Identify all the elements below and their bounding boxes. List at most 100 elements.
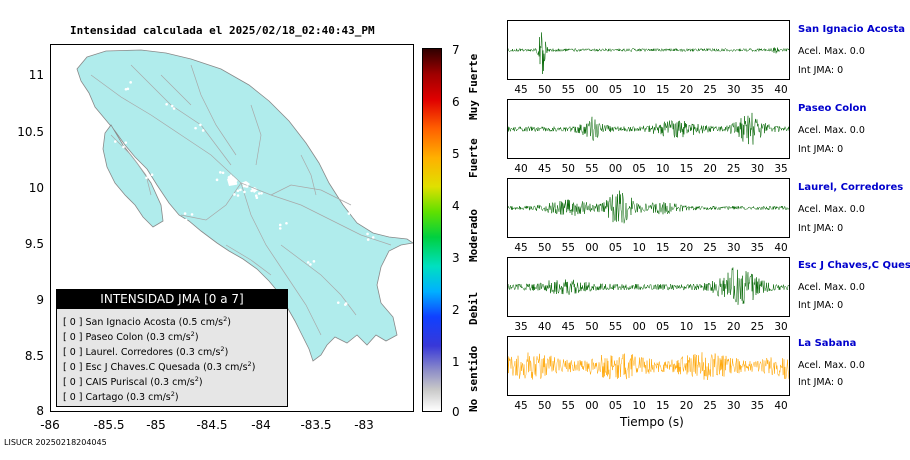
time-tick-label: 40	[774, 242, 788, 254]
time-tick-label: 55	[561, 84, 575, 96]
city-dot	[285, 221, 288, 225]
time-tick-label: 20	[703, 163, 717, 175]
city-dot	[183, 212, 187, 215]
time-tick-label: 35	[774, 163, 788, 175]
city-dot	[221, 171, 225, 175]
time-tick-label: 20	[679, 400, 694, 412]
time-tick-label: 10	[656, 163, 670, 175]
station-accel: Acel. Max. 0.0	[798, 204, 865, 215]
legend-header: INTENSIDAD JMA [0 a 7]	[57, 290, 287, 309]
city-dot	[239, 188, 242, 192]
road-network	[90, 64, 392, 336]
city-dot	[201, 129, 205, 132]
station-jma: Int JMA: 0	[798, 65, 844, 76]
trace-time-ticks: 45 50 55 00 05 10 15 20 25 30 35 40	[507, 84, 790, 98]
city-dots	[113, 81, 375, 306]
time-tick-label: 40	[514, 163, 528, 175]
time-tick-label: 10	[632, 400, 646, 412]
city-dot	[184, 218, 188, 222]
waveform-line	[508, 352, 789, 381]
time-tick-label: 30	[750, 163, 765, 175]
city-dot	[194, 126, 197, 130]
colorbar-category: Muy Fuerte	[467, 53, 480, 120]
time-tick-label: 00	[608, 163, 623, 175]
colorbar-category: No sentido	[467, 345, 480, 412]
intensity-legend: INTENSIDAD JMA [0 a 7] [ 0 ] San Ignacio…	[56, 289, 288, 407]
time-tick-label: 15	[679, 163, 694, 175]
trace-time-ticks: 45 50 55 00 05 10 15 20 25 30 35 40	[507, 242, 790, 256]
intensity-colorbar	[422, 48, 442, 412]
legend-item: [ 0 ] Cartago (0.3 cm/s2)	[63, 390, 179, 404]
station-jma: Int JMA: 0	[798, 377, 844, 388]
lon-tick: -85.5	[93, 418, 125, 432]
city-dot	[227, 176, 231, 179]
city-dot	[219, 171, 222, 174]
time-tick-label: 00	[585, 400, 599, 412]
time-tick-label: 55	[608, 321, 623, 333]
lon-tick: -86	[40, 418, 60, 432]
time-tick-label: 45	[514, 84, 528, 96]
time-tick-label: 35	[750, 84, 765, 96]
time-tick-label: 50	[561, 163, 575, 175]
city-dot	[145, 176, 148, 180]
colorbar-number: 2	[452, 303, 460, 317]
city-dot	[312, 260, 316, 263]
lon-tick: -83.5	[300, 418, 332, 432]
city-dot	[306, 261, 310, 264]
station-accel: Acel. Max. 0.0	[798, 360, 865, 371]
time-tick-label: 40	[774, 84, 788, 96]
time-tick-label: 25	[750, 321, 765, 333]
city-dot	[233, 193, 236, 196]
time-tick-label: 05	[608, 400, 623, 412]
costa-rica-map	[76, 49, 413, 362]
lon-tick: -83	[354, 418, 374, 432]
trace-panel	[507, 178, 790, 238]
legend-item: [ 0 ] San Ignacio Acosta (0.5 cm/s2)	[63, 315, 231, 329]
city-dot	[350, 208, 353, 212]
station-jma: Int JMA: 0	[798, 300, 844, 311]
station-name: Paseo Colon	[798, 103, 867, 114]
time-tick-label: 25	[703, 242, 717, 254]
city-dot	[255, 196, 259, 200]
station-name: La Sabana	[798, 338, 857, 349]
time-tick-label: 50	[537, 84, 552, 96]
time-tick-label: 45	[514, 242, 528, 254]
time-tick-label: 25	[703, 84, 717, 96]
map-title: Intensidad calculada el 2025/02/18_02:40…	[70, 24, 375, 37]
time-tick-label: 55	[561, 242, 575, 254]
time-axis-label: Tiempo (s)	[620, 415, 684, 429]
time-tick-label: 45	[514, 400, 528, 412]
city-dot	[230, 179, 233, 182]
time-tick-label: 45	[537, 163, 552, 175]
lat-tick: 8	[36, 404, 44, 418]
time-tick-label: 50	[537, 242, 552, 254]
time-tick-label: 50	[537, 400, 552, 412]
city-dot	[113, 140, 117, 143]
city-dot	[309, 263, 312, 266]
lat-tick: 9.5	[24, 237, 44, 251]
city-dot	[122, 145, 125, 149]
lat-tick: 9	[36, 293, 44, 307]
time-tick-label: 15	[703, 321, 717, 333]
time-tick-label: 05	[656, 321, 670, 333]
time-tick-label: 05	[608, 84, 623, 96]
time-tick-label: 30	[774, 321, 788, 333]
time-tick-label: 10	[632, 242, 646, 254]
waveform-line	[508, 112, 789, 145]
city-dot	[366, 238, 370, 241]
city-dot	[278, 227, 282, 230]
city-dot	[336, 301, 340, 304]
waveform	[508, 190, 789, 224]
time-tick-label: 35	[750, 242, 765, 254]
city-dot	[150, 173, 154, 176]
time-tick-label: 05	[608, 242, 623, 254]
city-dot	[234, 181, 237, 185]
city-dot	[243, 190, 246, 194]
time-tick-label: 40	[774, 400, 788, 412]
colorbar-number: 6	[452, 95, 460, 109]
colorbar-category: Fuerte	[467, 138, 480, 178]
time-tick-label: 35	[750, 400, 765, 412]
lat-tick: 10.5	[17, 125, 44, 139]
colorbar-number: 1	[452, 355, 460, 369]
city-dot	[257, 192, 261, 195]
